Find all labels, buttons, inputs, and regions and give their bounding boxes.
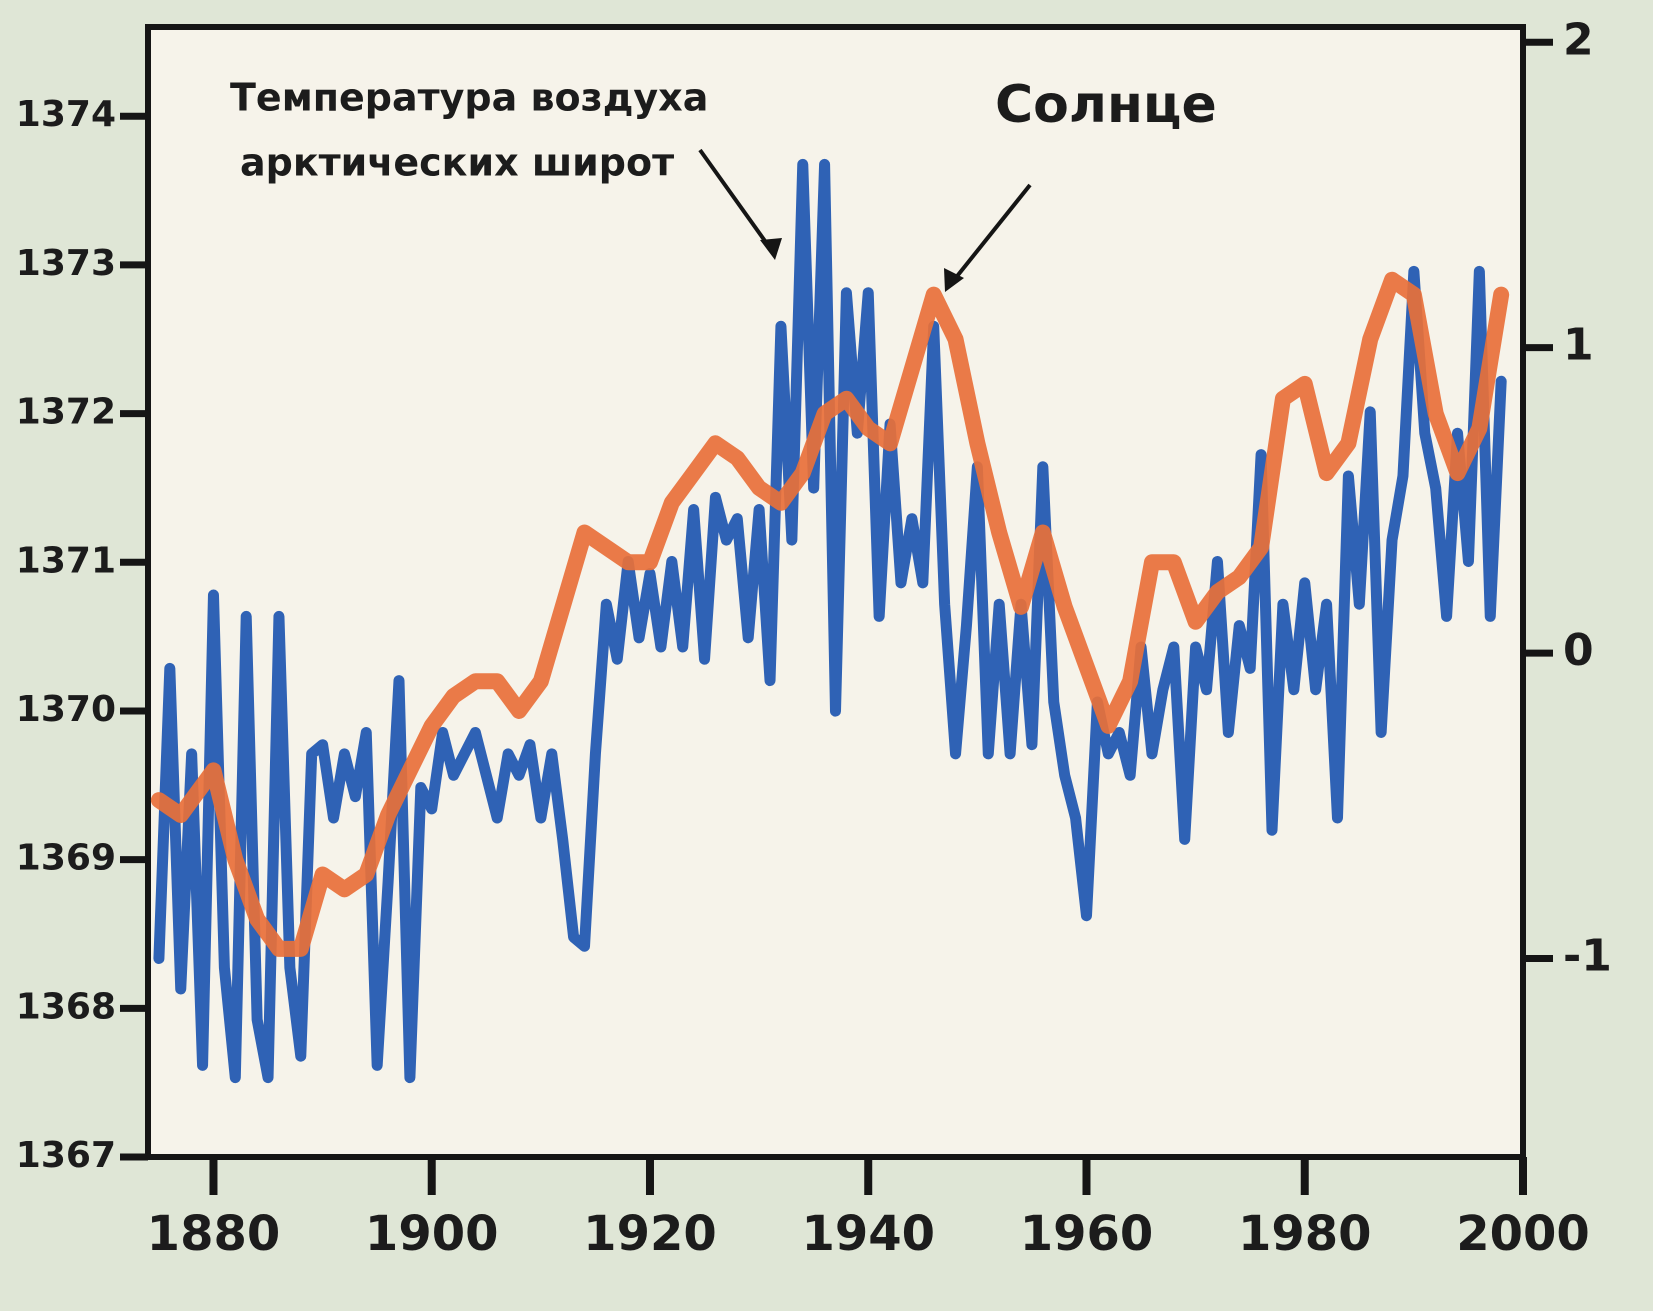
y-tick-label: 1373 [16,243,116,284]
y-tick-label: 1367 [16,1135,116,1176]
series-line [153,158,1507,1084]
annotation: Солнце [995,75,1217,135]
y2-tick-label: -1 [1563,930,1612,981]
x-tick-label: 1920 [583,1206,717,1262]
y2-tick-label: 0 [1563,625,1594,676]
series-line [150,271,1510,957]
arrow-head [944,268,964,292]
annotation: Температура воздуха [230,76,708,120]
y-tick-label: 1370 [16,689,116,730]
y-tick-label: 1371 [16,540,116,581]
x-tick-label: 1960 [1020,1206,1154,1262]
y-tick-label: 1368 [16,986,116,1027]
y-tick-label: 1372 [16,392,116,433]
x-tick-label: 2000 [1456,1206,1590,1262]
annotation-arrow [698,148,777,257]
x-tick-label: 1880 [147,1206,281,1262]
y2-tick-label: 1 [1563,320,1594,371]
annotation: арктических широт [240,141,674,185]
y2-tick-label: 2 [1563,14,1594,65]
annotation-arrow [948,183,1032,287]
x-tick-label: 1900 [365,1206,499,1262]
y-tick-label: 1369 [16,838,116,879]
arrow-head [760,238,782,260]
y-tick-label: 1374 [16,94,116,135]
x-tick-label: 1980 [1238,1206,1372,1262]
x-tick-label: 1940 [801,1206,935,1262]
